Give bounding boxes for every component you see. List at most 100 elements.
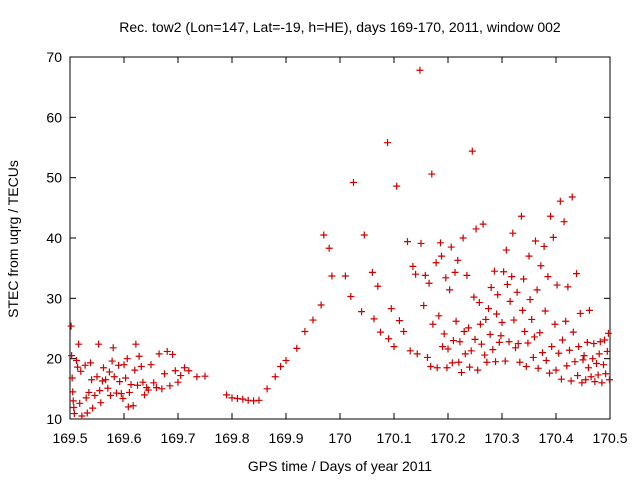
data-point bbox=[317, 301, 325, 309]
data-point bbox=[529, 353, 537, 361]
data-point bbox=[490, 267, 498, 275]
data-point bbox=[228, 394, 236, 402]
data-point bbox=[568, 193, 576, 201]
data-point bbox=[459, 234, 467, 242]
data-point bbox=[131, 366, 139, 374]
data-point bbox=[161, 370, 168, 378]
data-point bbox=[593, 359, 600, 367]
data-point bbox=[421, 271, 429, 279]
data-point bbox=[525, 252, 533, 260]
chart-title: Rec. tow2 (Lon=147, Lat=-19, h=HE), days… bbox=[119, 19, 561, 35]
data-point bbox=[406, 347, 414, 355]
y-tick-label: 70 bbox=[46, 49, 62, 65]
data-point bbox=[416, 66, 424, 74]
data-point bbox=[88, 376, 96, 384]
data-point bbox=[120, 361, 128, 369]
data-point bbox=[531, 237, 539, 245]
data-point bbox=[566, 346, 573, 354]
data-point bbox=[115, 361, 123, 369]
data-point bbox=[233, 394, 241, 402]
data-point bbox=[549, 233, 557, 241]
y-axis: 10 20 30 40 50 60 70 bbox=[46, 49, 610, 427]
data-point bbox=[412, 270, 420, 278]
data-point bbox=[472, 225, 480, 233]
data-point bbox=[528, 315, 536, 323]
data-point bbox=[600, 361, 608, 369]
data-point bbox=[471, 335, 479, 343]
x-tick-label: 170.4 bbox=[538, 430, 573, 446]
data-point bbox=[601, 336, 609, 344]
data-point bbox=[116, 378, 124, 386]
data-point bbox=[70, 404, 78, 412]
data-point bbox=[404, 238, 411, 246]
data-point bbox=[309, 316, 317, 324]
data-point bbox=[429, 320, 437, 328]
data-point bbox=[93, 373, 101, 381]
data-point bbox=[85, 388, 93, 396]
data-point bbox=[427, 363, 435, 371]
data-point bbox=[564, 283, 572, 291]
data-point bbox=[374, 282, 382, 290]
data-point bbox=[479, 220, 487, 228]
data-point bbox=[393, 182, 401, 190]
data-point bbox=[387, 305, 395, 313]
y-axis-label: STEC from uqrg / TECUs bbox=[5, 160, 21, 318]
data-point bbox=[489, 346, 497, 354]
data-point bbox=[485, 305, 492, 313]
data-point bbox=[72, 356, 80, 364]
data-point bbox=[119, 394, 127, 402]
data-point bbox=[512, 344, 519, 352]
data-point bbox=[547, 212, 555, 220]
data-point bbox=[124, 403, 132, 411]
data-point bbox=[68, 374, 76, 382]
data-point bbox=[255, 396, 263, 404]
data-point bbox=[591, 378, 599, 386]
data-point bbox=[542, 356, 550, 364]
data-point bbox=[433, 364, 441, 372]
data-point bbox=[301, 328, 309, 336]
data-point bbox=[152, 384, 160, 392]
y-tick-label: 60 bbox=[46, 109, 62, 125]
data-point bbox=[174, 378, 182, 386]
data-point bbox=[420, 302, 428, 310]
data-point bbox=[594, 371, 602, 379]
data-point bbox=[95, 340, 103, 348]
data-point bbox=[105, 368, 113, 376]
data-point bbox=[409, 262, 417, 270]
data-point bbox=[502, 246, 510, 254]
data-point bbox=[497, 332, 505, 340]
data-point bbox=[443, 364, 451, 372]
data-point bbox=[150, 379, 158, 387]
data-point bbox=[470, 293, 478, 301]
data-point bbox=[500, 268, 508, 276]
data-point bbox=[447, 243, 455, 251]
data-point bbox=[370, 315, 378, 323]
data-point bbox=[476, 320, 484, 328]
data-point bbox=[452, 317, 460, 325]
data-point bbox=[263, 385, 271, 393]
data-point bbox=[519, 306, 527, 314]
data-point bbox=[524, 339, 532, 347]
data-point bbox=[505, 338, 513, 346]
data-point bbox=[439, 343, 447, 351]
data-point bbox=[423, 353, 431, 361]
data-point bbox=[582, 376, 590, 384]
data-point bbox=[540, 242, 548, 250]
data-point bbox=[384, 139, 392, 147]
data-point bbox=[134, 381, 141, 389]
data-point bbox=[129, 402, 137, 410]
data-point bbox=[250, 397, 258, 405]
data-point bbox=[510, 316, 518, 324]
data-point bbox=[239, 395, 247, 403]
data-point bbox=[461, 350, 469, 358]
data-point bbox=[155, 350, 163, 358]
data-point bbox=[76, 399, 84, 407]
data-point bbox=[147, 361, 155, 369]
data-point bbox=[82, 394, 90, 402]
data-point bbox=[135, 352, 143, 360]
data-point bbox=[449, 337, 457, 345]
data-point bbox=[576, 309, 584, 317]
data-point bbox=[442, 274, 450, 282]
data-point bbox=[70, 410, 78, 418]
